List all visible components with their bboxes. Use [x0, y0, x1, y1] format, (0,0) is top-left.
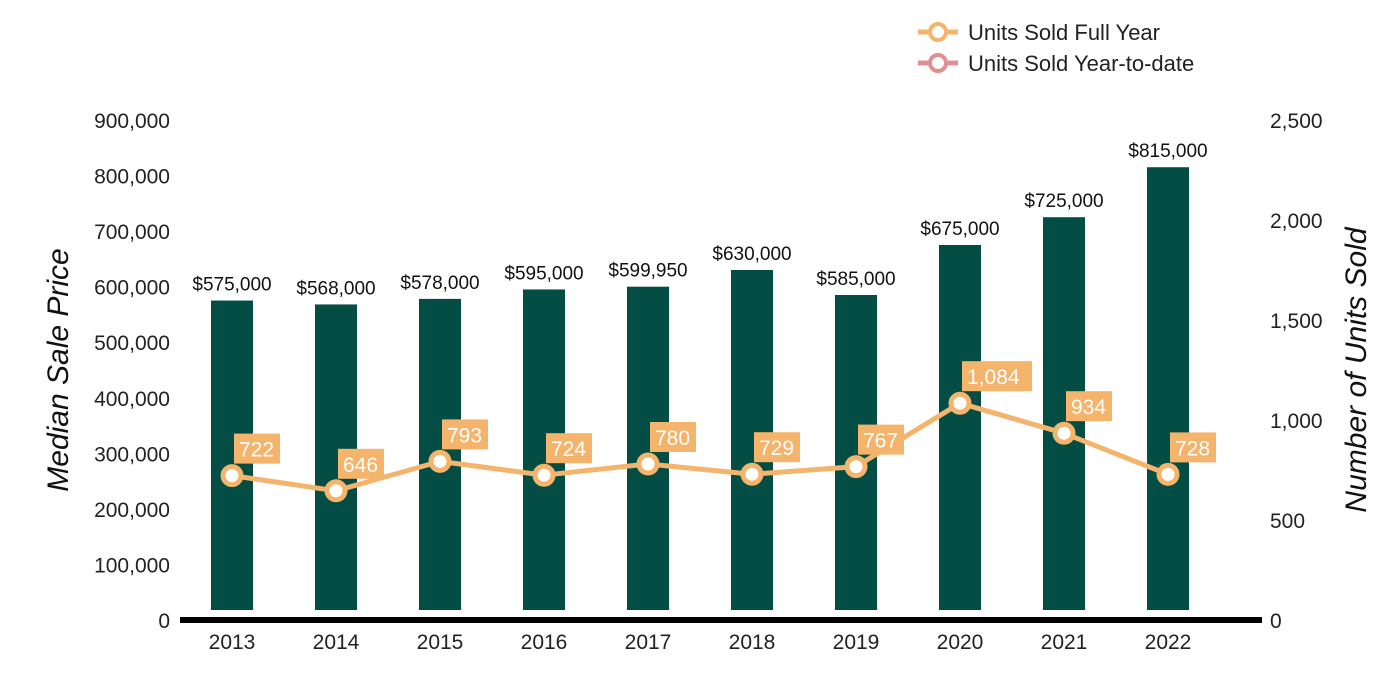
- left-tick-label: 200,000: [94, 499, 170, 522]
- units-label-box: [858, 424, 904, 455]
- legend-ytd-marker: [928, 53, 948, 73]
- bar-value-label: $568,000: [296, 278, 375, 299]
- units-line-layer: 722 646 793 724 780 729 767 1,084 934 728: [220, 361, 1216, 503]
- left-tick-label: 900,000: [94, 110, 170, 133]
- right-tick-label: 2,500: [1270, 110, 1323, 133]
- x-tick-label: 2014: [313, 631, 360, 654]
- left-axis-ticks: 0 100,000 200,000 300,000 400,000 500,000 600,…: [94, 110, 170, 633]
- left-tick-label: 500,000: [94, 332, 170, 355]
- legend-entry-full-year: Units Sold Full Year: [918, 20, 1160, 45]
- left-tick-label: 600,000: [94, 277, 170, 300]
- x-tick-label: 2018: [729, 631, 776, 654]
- bars: [211, 167, 1189, 610]
- units-point-2013: [220, 464, 244, 488]
- x-tick-label: 2015: [417, 631, 464, 654]
- left-tick-label: 700,000: [94, 221, 170, 244]
- bar-value-label: $725,000: [1024, 191, 1103, 212]
- bar-value-label: $578,000: [400, 273, 479, 294]
- units-point-2014: [324, 479, 348, 503]
- units-point-2015: [428, 449, 452, 473]
- units-value-label: 793: [447, 424, 482, 447]
- x-tick-label: 2020: [937, 631, 984, 654]
- units-label-box: [338, 448, 384, 479]
- units-value-label: 934: [1071, 396, 1106, 419]
- bar-value-label: $575,000: [192, 275, 271, 296]
- units-value-label: 728: [1175, 437, 1210, 460]
- x-axis-ticks: 2013 2014 2015 2016 2017 2018 2019 2020 2021 2022: [209, 631, 1192, 654]
- units-label-box: [650, 422, 696, 452]
- left-tick-label: 400,000: [94, 388, 170, 411]
- bar-2022: [1147, 167, 1189, 610]
- legend-full-year-label: Units Sold Full Year: [968, 20, 1160, 45]
- bar-value-label: $675,000: [920, 219, 999, 240]
- units-value-label: 722: [239, 439, 274, 462]
- units-point-2021: [1052, 421, 1076, 445]
- right-axis-ticks: 0 500 1,000 1,500 2,000 2,500: [1270, 110, 1323, 633]
- units-value-label: 724: [551, 438, 586, 461]
- units-label-box: [442, 419, 488, 450]
- x-tick-label: 2022: [1145, 631, 1192, 654]
- units-value-label: 1,084: [967, 366, 1020, 389]
- bar-value-label: $595,000: [504, 263, 583, 284]
- legend: Units Sold Full Year Units Sold Year-to-…: [918, 20, 1194, 76]
- legend-ytd-label: Units Sold Year-to-date: [968, 51, 1194, 76]
- right-tick-label: 1,500: [1270, 310, 1323, 333]
- units-value-label: 729: [759, 437, 794, 460]
- right-tick-label: 1,000: [1270, 410, 1323, 433]
- x-tick-label: 2019: [833, 631, 880, 654]
- right-tick-label: 2,000: [1270, 210, 1323, 233]
- units-point-2019: [844, 455, 868, 479]
- right-tick-label: 0: [1270, 610, 1282, 633]
- units-label-box: [234, 433, 280, 464]
- bar-2020: [939, 245, 981, 610]
- bar-value-label: $585,000: [816, 269, 895, 290]
- x-tick-label: 2016: [521, 631, 568, 654]
- bar-value-label: $599,950: [608, 261, 687, 282]
- units-label-box: [754, 432, 800, 463]
- left-tick-label: 800,000: [94, 166, 170, 189]
- units-point-2016: [532, 463, 556, 487]
- left-tick-label: 300,000: [94, 443, 170, 466]
- units-label-box: [1066, 391, 1112, 422]
- units-label-box: [962, 361, 1032, 392]
- units-value-label: 780: [655, 427, 690, 450]
- left-tick-label: 0: [158, 610, 170, 633]
- right-axis-title: Number of Units Sold: [1340, 226, 1373, 512]
- x-tick-label: 2013: [209, 631, 256, 654]
- left-tick-label: 100,000: [94, 554, 170, 577]
- units-point-2022: [1156, 462, 1180, 486]
- units-point-2018: [740, 462, 764, 486]
- units-sold-line: [231, 400, 1169, 494]
- units-point-2020: [948, 391, 972, 415]
- x-tick-label: 2021: [1041, 631, 1088, 654]
- units-value-label: 767: [863, 430, 898, 453]
- legend-entry-ytd: Units Sold Year-to-date: [918, 51, 1194, 76]
- units-label-box: [1170, 432, 1216, 463]
- x-tick-label: 2017: [625, 631, 672, 654]
- bar-value-label: $815,000: [1128, 141, 1207, 162]
- bar-labels: $575,000 $568,000 $578,000 $595,000 $599,950…: [192, 141, 1207, 299]
- units-value-label: 646: [343, 454, 378, 477]
- units-point-2017: [636, 452, 660, 476]
- legend-full-year-marker: [928, 22, 948, 42]
- left-axis-title: Median Sale Price: [42, 248, 75, 491]
- right-tick-label: 500: [1270, 510, 1305, 533]
- units-label-box: [546, 433, 592, 464]
- bar-value-label: $630,000: [712, 244, 791, 265]
